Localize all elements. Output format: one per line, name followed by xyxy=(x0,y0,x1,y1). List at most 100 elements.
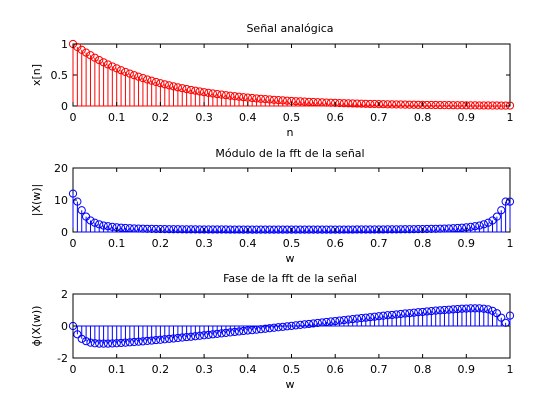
stem-marker xyxy=(99,58,108,67)
stem-marker xyxy=(221,225,231,234)
stem-marker xyxy=(195,225,204,234)
stem-marker xyxy=(108,339,117,348)
stem-marker xyxy=(339,315,349,325)
stem-marker xyxy=(182,225,191,234)
stem-marker xyxy=(143,336,152,345)
y-axis-label: |X(w)| xyxy=(30,184,43,217)
stem-marker xyxy=(252,94,261,103)
stem-marker xyxy=(156,79,165,88)
stem-marker xyxy=(226,225,235,234)
stem-marker xyxy=(322,317,331,327)
stem-marker xyxy=(505,311,515,320)
x-tick-label: 0.7 xyxy=(370,111,388,124)
x-axis-label: n xyxy=(287,126,294,139)
stem-marker xyxy=(252,325,261,334)
stem-marker xyxy=(95,339,104,348)
stem-marker xyxy=(165,225,174,234)
stem-marker xyxy=(121,338,130,347)
stem-marker xyxy=(261,225,270,234)
stem-marker xyxy=(200,88,209,97)
stem-marker xyxy=(444,224,453,233)
stem-marker xyxy=(387,310,397,320)
stem-marker xyxy=(274,225,283,234)
stem-marker xyxy=(95,220,104,229)
y-tick-label: 2 xyxy=(61,288,68,301)
stem-marker xyxy=(221,91,231,100)
stem-marker xyxy=(178,84,187,93)
stem-marker xyxy=(401,225,410,234)
stem-marker xyxy=(204,225,213,234)
stem-marker xyxy=(217,329,226,338)
stem-marker xyxy=(396,309,405,319)
stem-marker xyxy=(392,100,401,109)
stem-marker xyxy=(269,323,279,332)
stem-marker xyxy=(230,92,239,101)
stem-marker xyxy=(134,72,143,81)
stem-marker xyxy=(138,74,148,83)
x-tick-label: 0.8 xyxy=(414,111,432,124)
stem-marker xyxy=(165,81,174,90)
stem-marker xyxy=(86,216,95,225)
x-tick-label: 0 xyxy=(70,111,77,124)
stem-marker xyxy=(418,100,427,109)
stem-marker xyxy=(374,100,383,109)
stem-marker xyxy=(208,89,217,98)
stem-marker xyxy=(178,333,187,342)
stem-marker xyxy=(370,99,379,109)
stem-marker xyxy=(116,223,126,232)
stem-marker xyxy=(431,224,440,233)
stem-marker xyxy=(396,225,405,234)
stem-marker xyxy=(256,94,266,103)
stem-marker xyxy=(265,225,274,234)
stem-marker xyxy=(147,76,156,85)
stem-marker xyxy=(352,314,362,323)
stem-marker xyxy=(492,101,501,110)
stem-marker xyxy=(226,328,235,337)
stem-marker xyxy=(440,101,449,110)
stem-marker xyxy=(422,224,432,234)
stem-marker xyxy=(125,69,134,78)
stem-marker xyxy=(90,53,99,62)
x-tick-label: 0.5 xyxy=(283,111,301,124)
stem-marker xyxy=(462,101,471,110)
stem-marker xyxy=(304,225,314,234)
stem-marker xyxy=(243,225,252,234)
stem-marker xyxy=(82,48,91,57)
stem-marker xyxy=(418,224,427,234)
stem-marker xyxy=(379,225,388,234)
stem-marker xyxy=(230,327,239,337)
stem-marker xyxy=(453,304,462,314)
x-tick-label: 0.9 xyxy=(458,363,476,376)
stem-marker xyxy=(151,77,161,87)
stem-marker xyxy=(173,83,182,92)
y-tick-label: 10 xyxy=(54,194,68,207)
stem-marker xyxy=(103,222,113,231)
stem-marker xyxy=(95,55,104,65)
stem-marker xyxy=(352,225,362,234)
x-tick-label: 0.8 xyxy=(414,363,432,376)
stem-marker xyxy=(370,312,379,321)
stem-marker xyxy=(409,308,418,317)
stem-marker xyxy=(125,338,134,347)
stem-marker xyxy=(422,100,432,110)
stem-marker xyxy=(160,335,169,344)
x-tick-label: 0.2 xyxy=(152,363,170,376)
stem-marker xyxy=(287,225,296,234)
stem-marker xyxy=(497,101,506,110)
stem-marker xyxy=(213,89,222,99)
x-tick-label: 0.6 xyxy=(326,363,344,376)
stem-marker xyxy=(274,323,283,332)
x-tick-label: 0 xyxy=(70,237,77,250)
stem-marker xyxy=(501,318,510,327)
stem-marker xyxy=(178,225,187,234)
stem-marker xyxy=(366,99,375,109)
stem-marker xyxy=(195,331,204,340)
stem-marker xyxy=(361,313,370,322)
subplot-fft-magnitude: Módulo de la fft de la señal 0 0.1 0.2 0.3 0… xyxy=(30,147,515,265)
stem-marker xyxy=(479,304,488,313)
stem-marker xyxy=(317,98,327,107)
stem-marker xyxy=(383,225,392,234)
stem-marker xyxy=(296,320,305,329)
x-tick-label: 0.1 xyxy=(108,363,126,376)
